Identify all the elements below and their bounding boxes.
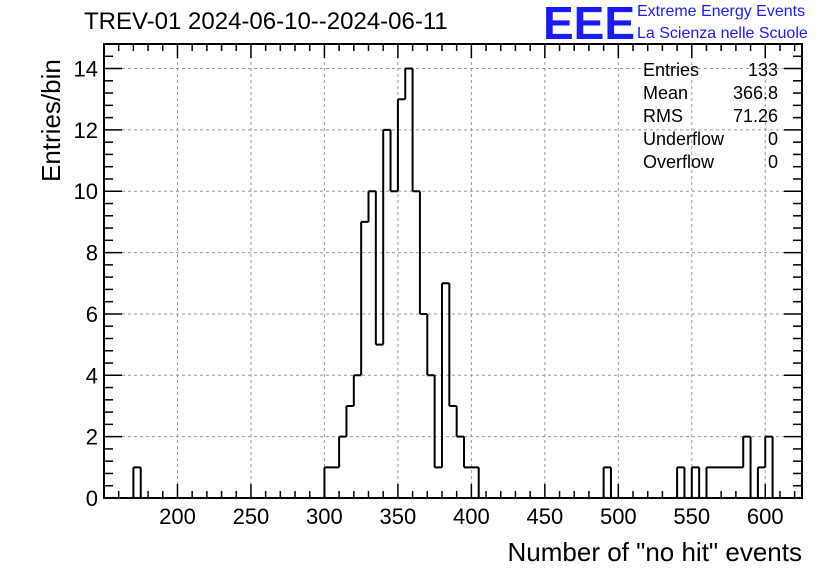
histogram-bin — [332, 467, 339, 498]
stat-entries-label: Entries — [643, 60, 700, 80]
histogram-bin — [765, 437, 772, 498]
histogram-bin — [692, 467, 699, 498]
x-tick-label: 550 — [673, 504, 710, 529]
stat-mean-value: 366.8 — [732, 83, 778, 103]
stat-rms-label: RMS — [643, 106, 683, 126]
y-axis-label-text: Entries/bin — [36, 59, 66, 182]
y-tick-label: 4 — [86, 363, 98, 388]
y-tick-label: 10 — [74, 179, 98, 204]
stat-entries-value: 133 — [747, 60, 778, 80]
y-tick-label: 12 — [74, 118, 98, 143]
histogram-bin — [413, 191, 420, 498]
stat-underflow-label: Underflow — [643, 129, 725, 149]
x-tick-label: 300 — [306, 504, 343, 529]
y-tick-label: 0 — [86, 486, 98, 511]
logo-line-1: Extreme Energy Events — [637, 3, 806, 20]
histogram-bin — [435, 467, 442, 498]
stat-overflow-value: 0 — [767, 152, 778, 172]
histogram-bin — [457, 437, 464, 498]
y-tick-label: 14 — [74, 57, 98, 82]
histogram-bin — [714, 467, 721, 498]
histogram-bin — [736, 467, 743, 498]
x-axis-label: Number of "no hit" events — [507, 537, 803, 567]
histogram-bin — [361, 222, 368, 498]
histogram-bin — [398, 99, 405, 498]
histogram-bin — [376, 345, 383, 498]
stat-mean-label: Mean — [643, 83, 689, 103]
histogram-bin — [677, 467, 684, 498]
histogram-bin — [405, 69, 412, 498]
logo-line-2: La Scienza nelle Scuole — [637, 25, 808, 42]
x-tick-label: 400 — [453, 504, 490, 529]
y-tick-label: 2 — [86, 425, 98, 450]
x-tick-label: 200 — [159, 504, 196, 529]
histogram-bin — [706, 467, 713, 498]
histogram-bin — [743, 437, 750, 498]
x-tick-label: 500 — [600, 504, 637, 529]
histogram-bin — [471, 467, 478, 498]
histogram-bin — [721, 467, 728, 498]
x-tick-label: 350 — [380, 504, 417, 529]
histogram-bin — [391, 191, 398, 498]
histogram-bin — [604, 467, 611, 498]
histogram-bin — [449, 406, 456, 498]
x-tick-label: 600 — [747, 504, 784, 529]
histogram-bin — [324, 467, 331, 498]
histogram-bin — [133, 467, 140, 498]
x-tick-label: 250 — [233, 504, 270, 529]
histogram-bin — [339, 437, 346, 498]
histogram-bin — [383, 130, 390, 498]
histogram-bin — [369, 191, 376, 498]
histogram-bin — [354, 375, 361, 498]
histogram-outline — [132, 67, 774, 498]
plot-frame — [103, 43, 803, 499]
stat-rms-value: 71.26 — [732, 106, 778, 126]
histogram-bin — [427, 375, 434, 498]
histogram-bin — [729, 467, 736, 498]
histogram-bin — [346, 406, 353, 498]
histogram-bin — [464, 467, 471, 498]
y-tick-label: 8 — [86, 241, 98, 266]
y-tick-label: 6 — [86, 302, 98, 327]
stat-overflow-label: Overflow — [643, 152, 715, 172]
histogram-bin — [758, 467, 765, 498]
chart-title: TREV-01 2024-06-10--2024-06-11 — [84, 8, 448, 35]
x-tick-label: 450 — [526, 504, 563, 529]
stat-underflow-value: 0 — [767, 129, 778, 149]
histogram-bin — [420, 314, 427, 498]
histogram-bin — [442, 283, 449, 498]
eee-logo-mark: EEE — [543, 0, 636, 49]
